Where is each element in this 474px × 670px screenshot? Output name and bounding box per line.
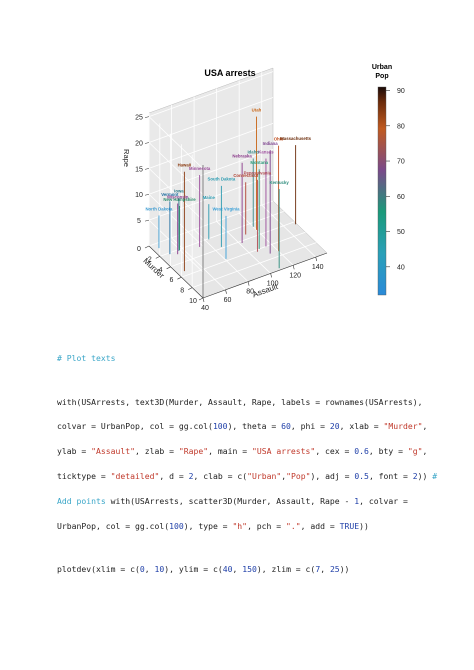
grid-z [148,148,274,195]
grid-z [148,122,274,169]
assault-tick-label: 80 [246,289,254,296]
murder-tick [177,276,182,280]
data-label: Kentucky [269,180,289,185]
rape-tick [144,142,150,144]
grid-z [148,193,204,247]
grid-y [171,237,226,291]
data-label: South Dakota [208,177,236,182]
colorkey-tick-label: 60 [397,194,405,201]
rape-tick-label: 5 [137,218,141,225]
rape-tick [144,193,150,196]
assault-axis-line [202,252,328,299]
grid-x [192,242,317,288]
data-label: Idaho [247,149,259,154]
data-label: Wisconsin [167,194,189,199]
code-line-6: UrbanPop, col = gg.col(100), type = "h",… [57,520,369,531]
murder-tick [155,256,160,259]
colorkey-title-line2: Pop [375,73,388,80]
murder-tick-label: 10 [189,298,197,305]
data-label: Minnesota [189,166,211,171]
rape-tick-label: 20 [135,140,143,147]
data-label: Ohio [274,136,284,141]
code-line-3: ylab = "Assault", zlab = "Rape", main = … [57,446,428,457]
assault-tick [225,289,227,294]
murder-tick [166,266,171,270]
code-block: # Plot texts with(USArrests, text3D(Murd… [57,340,437,588]
murder-tick-label: 8 [180,288,184,295]
code-line-7: plotdev(xlim = c(0, 10), ylim = c(40, 15… [57,563,350,574]
rape-tick [144,168,150,170]
code-line-4: ticktype = "detailed", d = 2, clab = c("… [57,471,438,482]
data-label: Vermont [161,192,179,197]
colorkey-bar [377,86,387,296]
assault-tick-label: 60 [224,297,232,304]
grid-x [181,231,306,278]
murder-tick-label: 0 [137,246,141,253]
assault-tick-label: 140 [312,264,324,271]
data-label: Kansas [258,149,274,154]
assault-tick-label: 120 [289,272,301,279]
scatter3d-plot: 0246810406080100120140510152025MurderAss… [122,64,405,312]
colorkey-tick-label: 90 [397,88,405,95]
murder-tick [144,245,150,249]
data-label: Hawaii [178,163,192,168]
rape-tick [144,219,150,222]
grid-z [148,97,274,143]
rape-tick-label: 25 [135,115,143,122]
data-label: Pennsylvania [244,171,272,176]
chart-title: USA arrests [204,68,255,78]
murder-axis-line [148,245,204,299]
data-label: New Hampshire [163,197,196,202]
assault-axis-title: Assault [251,282,279,300]
assault-tick [202,297,205,303]
colorkey-tick-label: 70 [397,159,405,166]
data-label: Iowa [174,188,184,193]
grid-x [170,221,295,268]
assault-tick [315,257,318,262]
colorkey: Urban Pop 40 50 60 70 80 90 [372,64,405,296]
data-label: Indiana [263,141,279,146]
data-label: Massachusetts [280,136,311,141]
assault-tick [270,273,272,278]
plot-box-panels [148,67,328,299]
data-label: Connecticut [233,173,258,178]
colorkey-tick-label: 80 [397,123,405,130]
murder-tick [198,297,204,301]
colorkey-tick-label: 50 [397,229,405,236]
data-label: Nebraska [232,154,252,159]
grid-y [261,204,317,258]
murder-tick-label: 4 [159,267,163,274]
data-label: Montana [250,160,268,165]
rape-tick-label: 15 [135,166,143,173]
rape-tick [144,116,150,118]
data-label: Maine [203,195,216,200]
code-line-5: Add points with(USArrests, scatter3D(Mur… [57,495,408,506]
data-label: Utah [252,107,262,112]
colorkey-title-line1: Urban [372,64,392,71]
assault-tick [247,281,250,286]
murder-tick [188,287,193,290]
rape-axis-title: Rape [122,149,131,167]
code-line-1: with(USArrests, text3D(Murder, Assault, … [57,396,423,407]
data-label: North Dakota [145,206,173,211]
grid-z [148,71,274,117]
colorkey-tick-label: 40 [397,264,405,271]
data-label: West Virginia [212,207,240,212]
rape-tick-label: 10 [135,192,143,199]
murder-tick-label: 2 [148,256,152,263]
code-line-2: colvar = UrbanPop, col = gg.col(100), th… [57,421,428,432]
code-line-comment: # Plot texts [57,353,116,364]
murder-tick-label: 6 [169,277,173,284]
assault-tick-label: 40 [201,305,209,312]
data-sticks [158,116,297,272]
assault-tick-label: 100 [267,280,279,287]
assault-tick [292,265,295,270]
grid-z [148,219,204,273]
